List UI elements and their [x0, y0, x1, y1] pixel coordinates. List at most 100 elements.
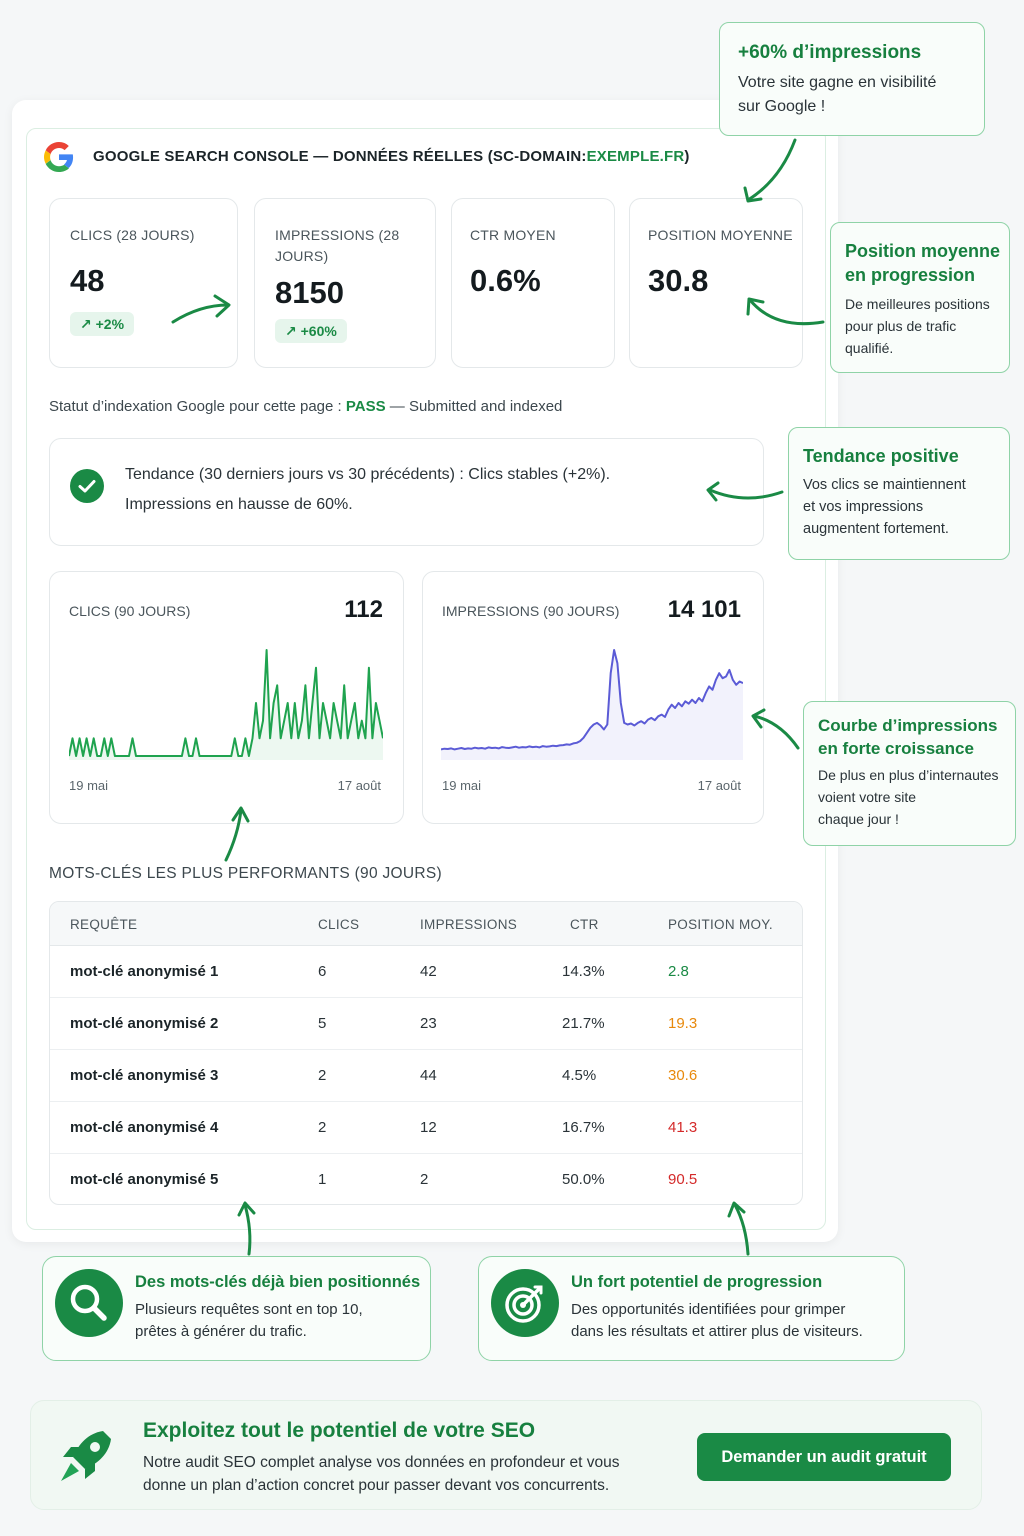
arrow-head [231, 806, 250, 823]
table-row: mot-clé anonymisé 5 1 2 50.0% 90.5 [50, 1154, 802, 1204]
kpi-card-clicks: CLICS (28 JOURS) 48 ↗ +2% [49, 198, 238, 368]
arrow-clicks-to-impressions [171, 303, 230, 324]
feature-keywords: Des mots-clés déjà bien positionnés Plus… [42, 1256, 431, 1361]
callout-title: Position moyenne en progression [845, 241, 1001, 285]
trend-box: Tendance (30 derniers jours vs 30 précéd… [49, 438, 764, 546]
callout-impressions: +60% d’impressions Votre site gagne en v… [719, 22, 985, 136]
arrow-head [751, 708, 766, 729]
panel-inner-border [26, 128, 826, 1230]
arrow-head [727, 1201, 746, 1218]
column-header: POSITION MOY. [668, 917, 773, 932]
series-line [69, 649, 383, 757]
table-row: mot-clé anonymisé 1 6 42 14.3% 2.8 [50, 946, 802, 998]
cell-ctr: 21.7% [562, 1015, 605, 1032]
kpi-card-position: POSITION MOYENNE 30.8 [629, 198, 803, 368]
column-header: CLICS [318, 917, 360, 932]
cta-title: Exploitez tout le potentiel de votre SEO [143, 1419, 536, 1442]
kpi-card-ctr: CTR MOYEN 0.6% [451, 198, 615, 368]
column-header: REQUÊTE [70, 917, 138, 932]
arrow-head [746, 297, 765, 316]
callout-text: De plus en plus d’internautes voient votr… [818, 767, 999, 827]
arrow-head [237, 1201, 256, 1217]
chart-total: 112 [344, 596, 383, 623]
clicks-chart-card: CLICS (90 JOURS) 112 19 mai 17 août [49, 571, 404, 824]
arrow-to-position [748, 298, 825, 326]
callout-position: Position moyenne en progression De meille… [830, 222, 1010, 373]
callout-trend: Tendance positive Vos clics se maintienn… [788, 427, 1010, 560]
cell-position: 30.6 [668, 1067, 698, 1084]
kpi-value: 48 [70, 263, 105, 298]
cell-ctr: 14.3% [562, 963, 605, 980]
target-icon [505, 1285, 543, 1323]
series-line [441, 649, 743, 751]
feature-text: Des opportunités identifiées pour grimpe… [571, 1301, 863, 1340]
cell-ctr: 50.0% [562, 1171, 605, 1188]
chart-label: IMPRESSIONS (90 JOURS) [442, 603, 620, 619]
feature-title: Des mots-clés déjà bien positionnés [135, 1273, 421, 1291]
kpi-value: 0.6% [470, 263, 541, 298]
callout-text: De meilleures positions pour plus de traf… [845, 296, 990, 356]
table-row: mot-clé anonymisé 2 5 23 21.7% 19.3 [50, 998, 802, 1050]
chart-area-fill [441, 650, 743, 760]
cta-banner: Exploitez tout le potentiel de votre SEO… [30, 1400, 982, 1510]
kpi-value: 8150 [275, 275, 344, 310]
arrow-to-curve [752, 714, 800, 750]
keywords-table: REQUÊTE CLICS IMPRESSIONS CTR POSITION M… [49, 901, 803, 1205]
cell-position: 90.5 [668, 1171, 698, 1188]
kpi-label: CLICS (28 JOURS) [70, 227, 195, 243]
chart-label: CLICS (90 JOURS) [69, 603, 191, 619]
trend-badge: ↗ +2% [70, 312, 135, 336]
cell-query: mot-clé anonymisé 2 [70, 1015, 219, 1032]
cell-clicks: 2 [318, 1119, 327, 1136]
impressions-chart-card: IMPRESSIONS (90 JOURS) 14 101 19 mai 17 … [422, 571, 764, 824]
kpi-label: POSITION MOYENNE [648, 227, 793, 243]
rocket-icon [61, 1431, 111, 1481]
arrow-head [743, 186, 763, 203]
cell-impressions: 42 [420, 963, 437, 980]
search-icon [70, 1284, 107, 1321]
kpi-card-impressions: IMPRESSIONS (28 JOURS) 8150 ↗ +60% [254, 198, 436, 368]
column-header: CTR [570, 917, 599, 932]
cell-ctr: 4.5% [562, 1067, 597, 1084]
x-axis-start-label: 19 mai [69, 778, 109, 793]
impressions-area-chart [441, 649, 743, 760]
cell-impressions: 44 [420, 1067, 437, 1084]
kpi-value: 30.8 [648, 263, 709, 298]
chart-total: 14 101 [667, 596, 741, 623]
x-axis-end-label: 17 août [697, 778, 741, 793]
cell-clicks: 2 [318, 1067, 327, 1084]
kpi-label: IMPRESSIONS (28 JOURS) [275, 227, 400, 264]
cell-query: mot-clé anonymisé 3 [70, 1067, 219, 1084]
feature-icon-bg [55, 1269, 123, 1337]
column-header: IMPRESSIONS [420, 917, 518, 932]
status-badge: PASS [345, 398, 386, 415]
chart-area-fill [69, 650, 383, 760]
callout-text: Vos clics se maintiennent et vos impressi… [803, 477, 966, 537]
cell-query: mot-clé anonymisé 5 [70, 1171, 219, 1188]
feature-potential: Un fort potentiel de progression Des opp… [478, 1256, 905, 1361]
cell-clicks: 1 [318, 1171, 327, 1188]
cell-clicks: 6 [318, 963, 327, 980]
arrow-to-impressions [746, 138, 797, 202]
page-title: GOOGLE SEARCH CONSOLE — DONNÉES RÉELLES … [93, 148, 690, 165]
trend-line-1: Tendance (30 derniers jours vs 30 précéd… [125, 466, 611, 483]
table-header: REQUÊTE CLICS IMPRESSIONS CTR POSITION M… [50, 902, 802, 946]
feature-text: Plusieurs requêtes sont en top 10, prêtes… [135, 1301, 363, 1340]
keywords-title: MOTS-CLÉS LES PLUS PERFORMANTS (90 JOURS… [49, 865, 442, 882]
trend-badge: ↗ +60% [275, 319, 347, 343]
cell-position: 41.3 [668, 1119, 698, 1136]
annotation-arrows [171, 138, 825, 1256]
callout-title: Tendance positive [803, 446, 959, 466]
check-circle-icon [70, 469, 104, 503]
cell-position: 2.8 [668, 963, 689, 980]
callout-title: Courbe d’impressions en forte croissance [818, 716, 998, 758]
arrow-head [706, 481, 720, 502]
cell-impressions: 23 [420, 1015, 437, 1032]
cell-position: 19.3 [668, 1015, 698, 1032]
callout-title: +60% d’impressions [738, 42, 922, 63]
arrow-to-table-right [733, 1203, 750, 1256]
index-status: Statut d’indexation Google pour cette pa… [49, 398, 563, 415]
request-audit-button[interactable]: Demander un audit gratuit [697, 1433, 951, 1481]
feature-title: Un fort potentiel de progression [571, 1273, 823, 1291]
callout-text: Votre site gagne en visibilité sur Google… [738, 74, 937, 115]
